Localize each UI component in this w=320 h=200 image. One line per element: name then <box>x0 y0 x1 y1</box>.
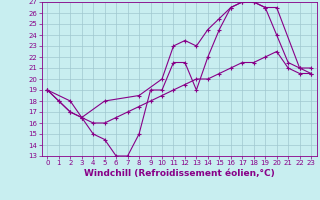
X-axis label: Windchill (Refroidissement éolien,°C): Windchill (Refroidissement éolien,°C) <box>84 169 275 178</box>
